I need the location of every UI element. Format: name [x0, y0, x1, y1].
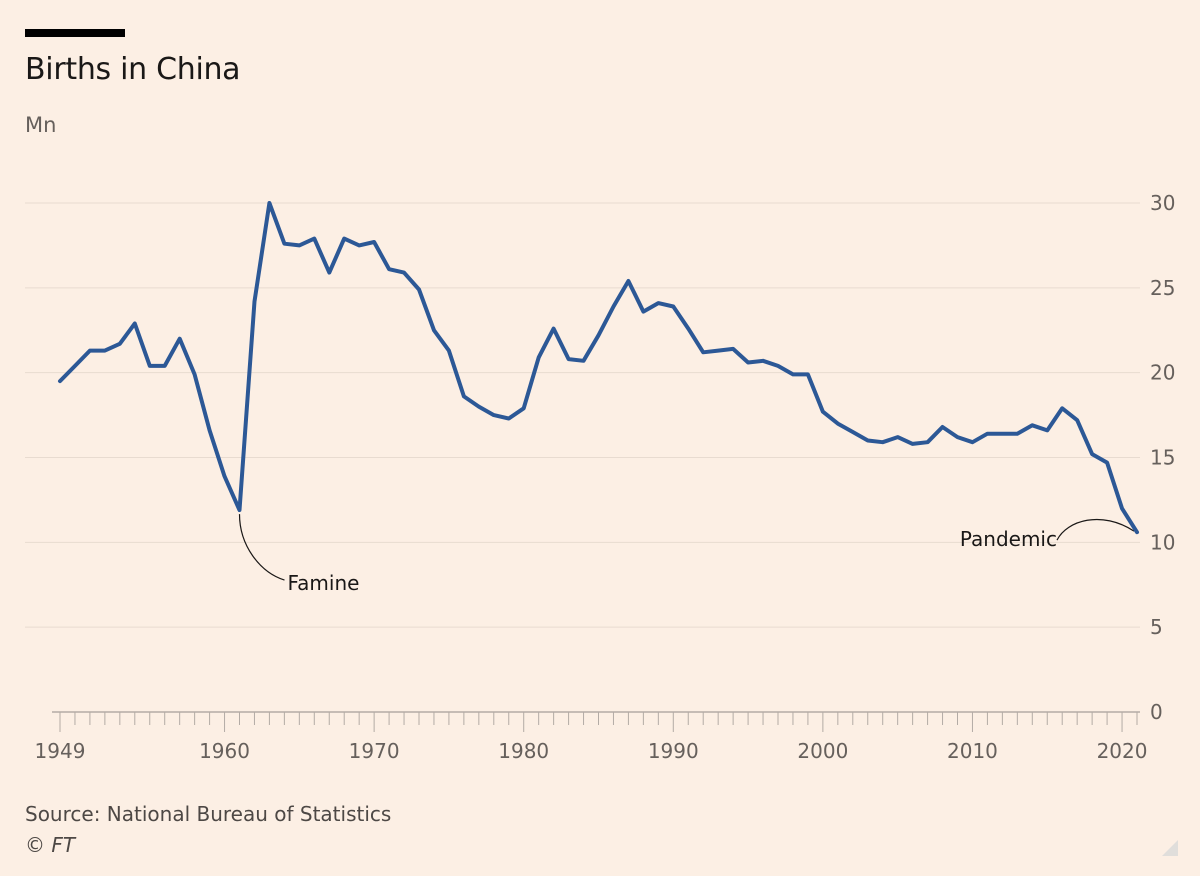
y-tick-label-15: 15 — [1150, 446, 1175, 470]
pandemic-connector — [1056, 518, 1135, 541]
y-tick-label-0: 0 — [1150, 700, 1163, 724]
resize-handle-icon[interactable] — [1162, 840, 1178, 856]
y-tick-label-30: 30 — [1150, 191, 1175, 215]
copyright-note: © FT — [25, 833, 76, 857]
y-tick-label-25: 25 — [1150, 276, 1175, 300]
x-tick-label-2000: 2000 — [797, 739, 848, 763]
pandemic-label: Pandemic — [960, 527, 1057, 551]
famine-connector — [238, 514, 285, 581]
source-note: Source: National Bureau of Statistics — [25, 802, 392, 826]
x-tick-label-1970: 1970 — [349, 739, 400, 763]
y-tick-label-10: 10 — [1150, 530, 1175, 554]
x-tick-label-1980: 1980 — [498, 739, 549, 763]
x-tick-label-1990: 1990 — [648, 739, 699, 763]
chart-title: Births in China — [25, 52, 241, 87]
x-tick-label-1949: 1949 — [35, 739, 86, 763]
x-tick-label-2010: 2010 — [947, 739, 998, 763]
famine-label: Famine — [288, 571, 360, 595]
unit-label: Mn — [25, 113, 57, 137]
series-line-0 — [58, 201, 1139, 535]
y-tick-label-5: 5 — [1150, 615, 1163, 639]
x-tick-label-2020: 2020 — [1097, 739, 1148, 763]
y-tick-label-20: 20 — [1150, 361, 1175, 385]
x-tick-label-1960: 1960 — [199, 739, 250, 763]
brand-bar — [25, 29, 125, 37]
